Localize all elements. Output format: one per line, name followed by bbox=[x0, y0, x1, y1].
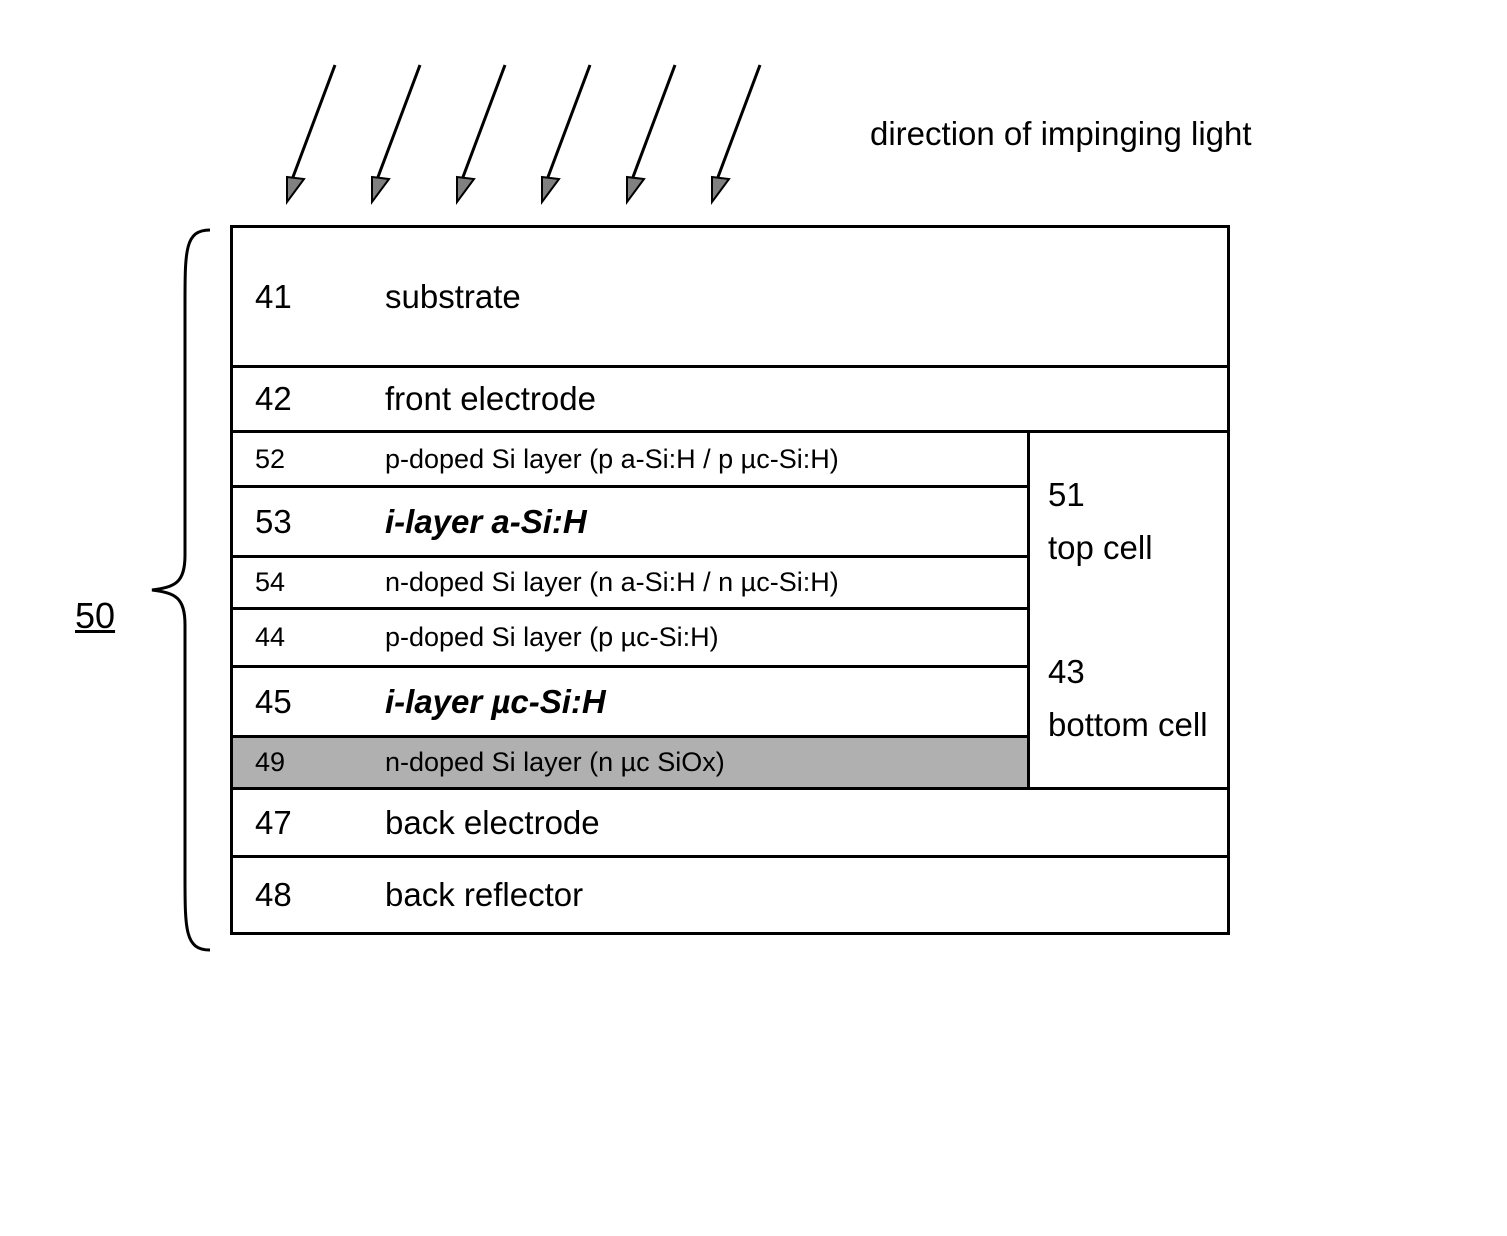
top-cell-group: 52 p-doped Si layer (p a-Si:H / p µc-Si:… bbox=[230, 430, 1230, 610]
layer-num: 48 bbox=[255, 876, 385, 914]
layer-num: 41 bbox=[255, 278, 385, 316]
group-text: top cell bbox=[1048, 522, 1209, 575]
layer-num: 44 bbox=[255, 622, 385, 653]
layer-num: 53 bbox=[255, 503, 385, 541]
layer-num: 52 bbox=[255, 444, 385, 475]
layer-num: 54 bbox=[255, 567, 385, 598]
layer-num: 45 bbox=[255, 683, 385, 721]
layer-text: p-doped Si layer (p µc-Si:H) bbox=[385, 622, 719, 653]
layer-bottom-i: 45 i-layer µc-Si:H bbox=[230, 665, 1030, 735]
layer-text: front electrode bbox=[385, 380, 596, 418]
layer-text: i-layer a-Si:H bbox=[385, 503, 587, 541]
layer-stack-diagram: 41 substrate 42 front electrode 52 p-dop… bbox=[230, 225, 1230, 935]
light-arrows-group bbox=[250, 60, 810, 210]
layer-front-electrode: 42 front electrode bbox=[230, 365, 1230, 430]
layer-text: n-doped Si layer (n a-Si:H / n µc-Si:H) bbox=[385, 567, 839, 598]
layer-text: p-doped Si layer (p a-Si:H / p µc-Si:H) bbox=[385, 444, 839, 475]
bottom-cell-label: 43 bottom cell bbox=[1030, 610, 1230, 790]
layer-num: 42 bbox=[255, 380, 385, 418]
layer-num: 49 bbox=[255, 747, 385, 778]
layer-text: n-doped Si layer (n µc SiOx) bbox=[385, 747, 725, 778]
layer-text: back reflector bbox=[385, 876, 583, 914]
layer-text: i-layer µc-Si:H bbox=[385, 683, 606, 721]
direction-label: direction of impinging light bbox=[870, 115, 1252, 153]
layer-text: substrate bbox=[385, 278, 521, 316]
reference-number: 50 bbox=[75, 595, 115, 637]
layer-top-p: 52 p-doped Si layer (p a-Si:H / p µc-Si:… bbox=[230, 430, 1030, 485]
layer-num: 47 bbox=[255, 804, 385, 842]
top-cell-label: 51 top cell bbox=[1030, 430, 1230, 610]
layer-back-electrode: 47 back electrode bbox=[230, 790, 1230, 855]
arrows-svg bbox=[250, 60, 810, 220]
layer-bottom-n-shaded: 49 n-doped Si layer (n µc SiOx) bbox=[230, 735, 1030, 790]
group-num: 51 bbox=[1048, 469, 1209, 522]
group-text: bottom cell bbox=[1048, 699, 1209, 752]
layer-top-i: 53 i-layer a-Si:H bbox=[230, 485, 1030, 555]
bottom-cell-group: 44 p-doped Si layer (p µc-Si:H) 45 i-lay… bbox=[230, 610, 1230, 790]
layer-substrate: 41 substrate bbox=[230, 225, 1230, 365]
group-num: 43 bbox=[1048, 646, 1209, 699]
curly-brace bbox=[140, 225, 220, 955]
layer-text: back electrode bbox=[385, 804, 600, 842]
layer-back-reflector: 48 back reflector bbox=[230, 855, 1230, 935]
layer-top-n: 54 n-doped Si layer (n a-Si:H / n µc-Si:… bbox=[230, 555, 1030, 610]
layer-bottom-p: 44 p-doped Si layer (p µc-Si:H) bbox=[230, 610, 1030, 665]
